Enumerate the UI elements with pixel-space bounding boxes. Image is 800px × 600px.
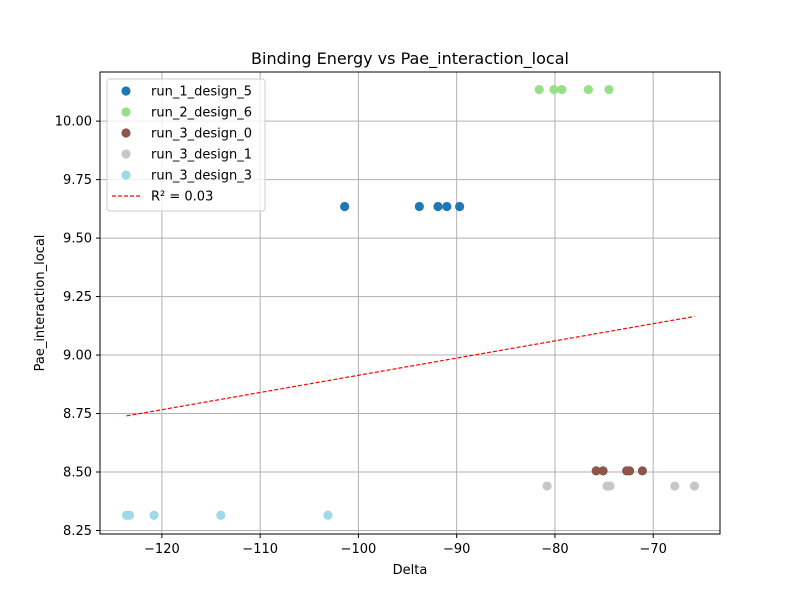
legend-box [106, 78, 266, 212]
x-tick-label: −120 [144, 542, 180, 557]
data-point [323, 510, 333, 520]
legend-label: run_1_design_5 [151, 85, 252, 100]
legend-marker [121, 170, 131, 180]
legend-label: R² = 0.03 [151, 190, 213, 205]
data-point [605, 481, 615, 491]
data-point [442, 201, 452, 212]
x-tick-label: −70 [639, 542, 666, 557]
y-tick-label: 8.25 [63, 524, 92, 539]
legend-label: run_3_design_3 [151, 169, 252, 184]
x-tick-label: −110 [242, 542, 278, 557]
data-point [534, 84, 544, 95]
data-point [414, 201, 424, 212]
y-axis-ticks: 8.25 8.50 8.75 9.00 9.25 9.50 9.75 10.00 [55, 115, 100, 539]
chart-title: Binding Energy vs Pae_interaction_local [251, 49, 569, 69]
y-tick-label: 9.50 [63, 232, 92, 247]
y-tick-label: 10.00 [55, 115, 92, 130]
data-point [670, 481, 680, 491]
legend: run_1_design_5 run_2_design_6 run_3_design… [106, 78, 266, 212]
y-tick-label: 8.50 [63, 466, 92, 481]
data-point [637, 466, 647, 476]
data-point [604, 84, 614, 95]
data-point [455, 201, 465, 212]
x-axis-ticks: −120 −110 −100 −90 −80 −70 [144, 534, 667, 557]
trendline-group [126, 315, 695, 417]
data-point [216, 510, 226, 520]
legend-marker [121, 149, 131, 159]
data-point [583, 84, 593, 95]
x-tick-label: −90 [443, 542, 470, 557]
y-tick-label: 9.00 [63, 349, 92, 364]
y-tick-label: 9.25 [63, 290, 92, 305]
data-point [340, 201, 350, 212]
data-point [433, 201, 443, 212]
legend-label: run_3_design_1 [151, 148, 252, 163]
legend-marker [121, 107, 131, 117]
legend-marker [121, 86, 131, 96]
data-point [124, 510, 135, 520]
data-point [591, 466, 601, 476]
data-point [542, 481, 552, 491]
legend-label: run_2_design_6 [151, 106, 252, 121]
data-points [121, 84, 700, 520]
data-point [557, 84, 567, 95]
grid-lines [100, 72, 720, 534]
data-point [625, 466, 635, 476]
legend-marker [121, 128, 131, 138]
x-axis-label: Delta [393, 563, 428, 578]
data-point [549, 84, 559, 95]
x-tick-label: −100 [341, 542, 377, 557]
y-tick-label: 9.75 [63, 173, 92, 188]
data-point [149, 510, 159, 520]
y-tick-label: 8.75 [63, 407, 92, 422]
plot-frame [99, 71, 721, 535]
trendline [126, 315, 695, 417]
legend-label: run_3_design_0 [151, 127, 252, 142]
data-point [689, 481, 700, 491]
y-axis-label: Pae_interaction_local [33, 235, 48, 372]
x-tick-label: −80 [541, 542, 568, 557]
data-point [598, 466, 608, 476]
